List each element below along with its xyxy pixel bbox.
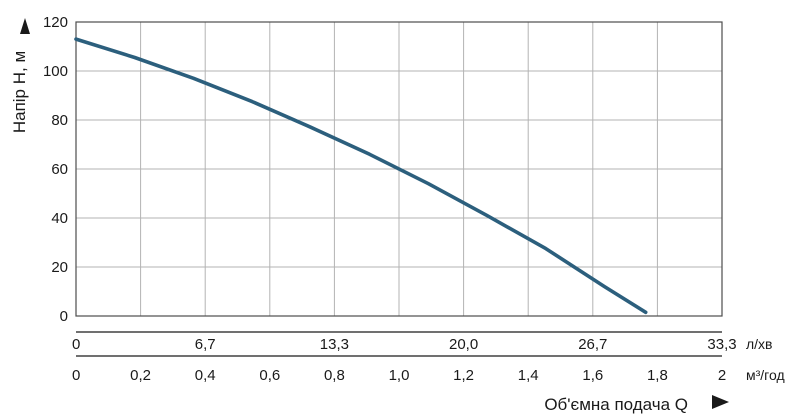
y-tick-label: 0 [60, 308, 68, 325]
x-unit-lmin: л/хв [746, 336, 773, 352]
grid [76, 22, 722, 316]
x-tick-label-m3: 2 [718, 367, 726, 384]
x-tick-label-m3: 1,8 [647, 367, 668, 384]
x-tick-label-lmin: 20,0 [449, 336, 478, 353]
x-tick-labels-lmin: 0 6,7 13,3 20,0 26,7 33,3 [72, 336, 737, 353]
y-tick-label: 100 [43, 63, 68, 80]
x-tick-label-lmin: 6,7 [195, 336, 216, 353]
x-tick-label-m3: 1,0 [389, 367, 410, 384]
x-tick-label-m3: 1,2 [453, 367, 474, 384]
x-tick-label-m3: 0 [72, 367, 80, 384]
y-arrow-icon [20, 18, 30, 34]
x-tick-label-m3: 0,8 [324, 367, 345, 384]
x-tick-label-m3: 1,4 [518, 367, 539, 384]
x-unit-m3: м³/год [746, 367, 785, 383]
y-tick-label: 60 [51, 161, 68, 178]
y-tick-label: 120 [43, 14, 68, 31]
x-tick-label-m3: 0,4 [195, 367, 216, 384]
x-tick-label-lmin: 0 [72, 336, 80, 353]
series-line-head-curve [74, 37, 648, 315]
x-arrow-icon [712, 395, 729, 409]
x-tick-label-m3: 0,6 [259, 367, 280, 384]
x-tick-label-lmin: 13,3 [320, 336, 349, 353]
x-tick-label-m3: 1,6 [582, 367, 603, 384]
y-tick-label: 20 [51, 259, 68, 276]
y-tick-label: 80 [51, 112, 68, 129]
y-axis-label: Напір Н, м [10, 51, 29, 133]
y-tick-labels: 0 20 40 60 80 100 120 [43, 14, 68, 325]
x-tick-label-lmin: 26,7 [578, 336, 607, 353]
x-tick-labels-m3: 0 0,2 0,4 0,6 0,8 1,0 1,2 1,4 1,6 1,8 2 [72, 367, 726, 384]
x-tick-label-lmin: 33,3 [707, 336, 736, 353]
x-axis-label: Об'ємна подача Q [544, 395, 688, 414]
plot-frame [75, 21, 723, 317]
x-tick-label-m3: 0,2 [130, 367, 151, 384]
y-tick-label: 40 [51, 210, 68, 227]
